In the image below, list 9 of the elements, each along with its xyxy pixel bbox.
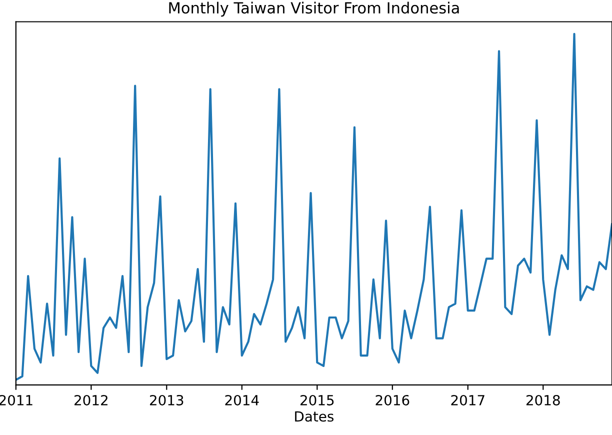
chart-title: Monthly Taiwan Visitor From Indonesia xyxy=(169,2,459,17)
x-tick-label: 2012 xyxy=(74,394,108,406)
x-tick-label: 2018 xyxy=(526,394,560,406)
x-tick-label: 2013 xyxy=(150,394,184,406)
x-tick-label: 2015 xyxy=(300,394,334,406)
x-tick-label: 2016 xyxy=(376,394,410,406)
x-tick-label: 2017 xyxy=(451,394,484,406)
x-tick-label: 2014 xyxy=(225,394,259,406)
x-axis-title: Dates xyxy=(295,411,334,422)
